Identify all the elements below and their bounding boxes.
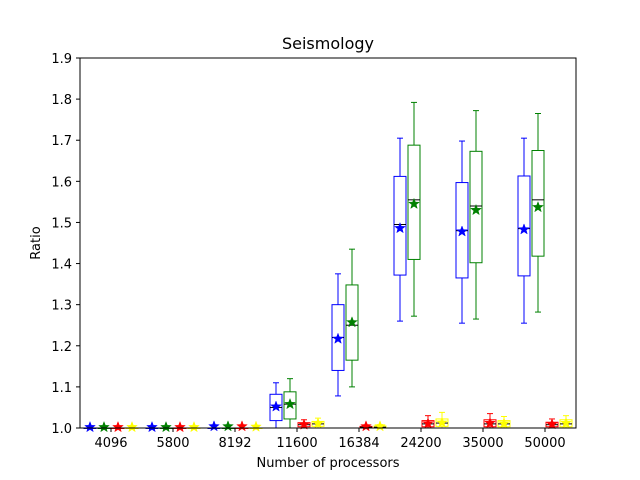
mean-marker [188, 420, 200, 433]
box-body [407, 144, 421, 260]
x-tick-label: 8192 [218, 436, 251, 451]
mean-marker [532, 201, 544, 213]
mean-marker [408, 197, 420, 209]
mean-marker [546, 418, 558, 430]
mean-marker [146, 420, 158, 433]
box-0-3 [269, 382, 283, 429]
box-body [469, 150, 483, 264]
mean-marker [222, 420, 234, 432]
mean-marker [484, 416, 496, 429]
box-body [393, 175, 407, 276]
mean-marker [470, 203, 482, 216]
x-axis-label: Number of processors [256, 456, 399, 471]
x-axis: 4096 5800 8192 11600 16384 24200 35000 50000 [94, 428, 566, 451]
y-axis-label: Ratio [29, 226, 44, 259]
y-tick-label: 1.5 [51, 216, 72, 231]
box-0-7 [517, 137, 531, 324]
mean-marker [518, 223, 530, 235]
mean-marker [346, 316, 358, 328]
x-tick-label: 5800 [156, 436, 189, 451]
box-body [531, 150, 545, 257]
mean-marker [332, 332, 344, 344]
mean-marker [84, 420, 96, 433]
mean-marker [312, 417, 324, 429]
mean-marker [456, 225, 468, 237]
y-tick-label: 1.4 [51, 258, 72, 273]
box-1-6 [469, 110, 483, 320]
x-tick-label: 50000 [524, 436, 565, 451]
y-tick-label: 1.1 [51, 381, 72, 396]
mean-marker [560, 416, 572, 429]
box-body [345, 284, 359, 361]
mean-marker [360, 420, 372, 432]
mean-marker [112, 420, 124, 433]
y-tick-label: 1.7 [51, 134, 72, 149]
mean-marker [174, 420, 186, 433]
box-0-6 [455, 140, 469, 324]
box-body [283, 391, 297, 420]
y-tick-label: 1.8 [51, 93, 72, 108]
y-tick-label: 1.2 [51, 340, 72, 355]
mean-marker [98, 420, 110, 433]
mean-marker [284, 397, 296, 410]
y-tick-label: 1.9 [51, 52, 72, 67]
y-tick-label: 1.0 [51, 422, 72, 437]
y-axis: 1.0 1.1 1.2 1.3 1.4 1.5 1.6 1.7 1.8 1.9 [51, 52, 80, 437]
mean-marker [436, 416, 448, 428]
mean-marker [374, 420, 386, 432]
box-1-4 [345, 248, 359, 388]
mean-marker [236, 420, 248, 432]
mean-marker [394, 221, 406, 234]
x-tick-label: 11600 [276, 436, 317, 451]
x-tick-label: 35000 [462, 436, 503, 451]
axes-frame [79, 57, 577, 429]
y-tick-label: 1.3 [51, 299, 72, 314]
mean-marker [250, 420, 262, 432]
box-body [517, 175, 531, 277]
box-3-7 [559, 415, 573, 429]
mean-marker [498, 417, 510, 429]
chart-title: Seismology [282, 34, 374, 53]
box-0-4 [331, 273, 345, 397]
box-3-6 [497, 415, 511, 429]
mean-marker [160, 420, 172, 433]
y-tick-label: 1.6 [51, 175, 72, 190]
mean-marker [208, 420, 220, 432]
x-tick-label: 4096 [94, 436, 127, 451]
mean-marker [126, 420, 138, 433]
box-0-5 [393, 137, 407, 322]
box-1-5 [407, 101, 421, 317]
mean-marker [270, 400, 282, 412]
x-tick-label: 24200 [400, 436, 441, 451]
mean-marker [298, 418, 310, 430]
x-tick-label: 16384 [338, 436, 379, 451]
mean-marker [422, 417, 434, 429]
box-3-3 [311, 417, 325, 429]
box-1-7 [531, 113, 545, 313]
